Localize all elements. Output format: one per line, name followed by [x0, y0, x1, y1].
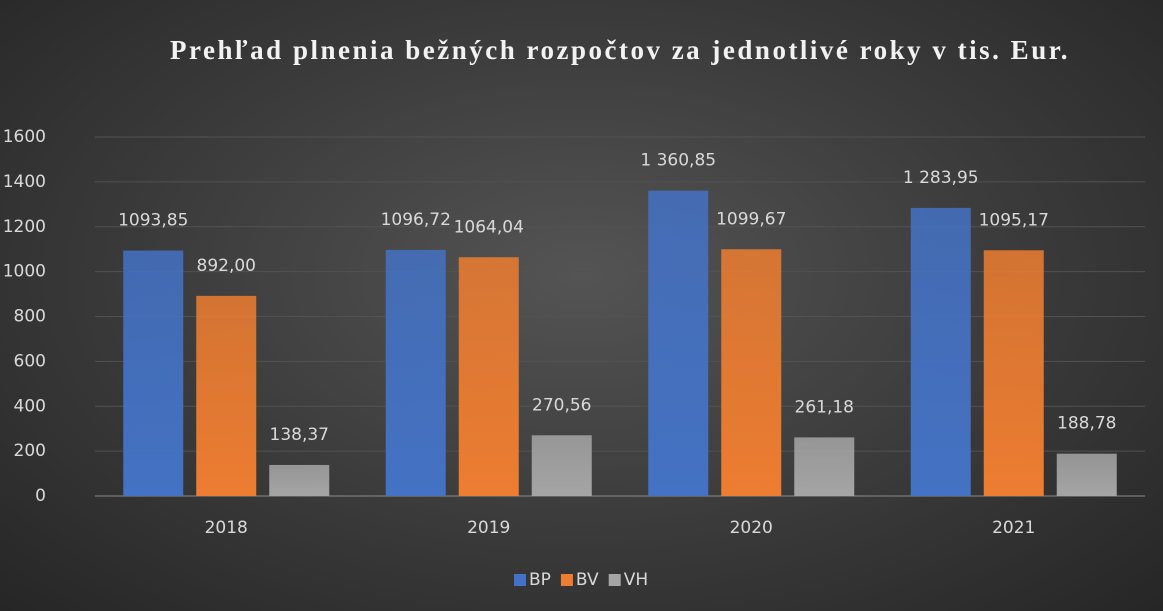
data-label: 1 283,95	[903, 168, 979, 188]
bar	[983, 250, 1044, 496]
bar	[196, 295, 257, 496]
bar	[531, 435, 592, 496]
bar	[123, 250, 184, 496]
x-tick-label: 2019	[467, 518, 510, 538]
legend-swatch	[560, 574, 573, 586]
data-label: 892,00	[197, 256, 256, 276]
y-tick-label: 600	[14, 351, 46, 371]
data-label: 270,56	[532, 395, 591, 415]
bar	[648, 190, 709, 496]
bar	[1056, 453, 1117, 496]
legend-label: BP	[529, 570, 551, 590]
data-label: 1093,85	[118, 211, 188, 231]
bar	[458, 257, 519, 496]
x-tick-label: 2020	[730, 518, 773, 538]
y-tick-label: 1600	[3, 127, 46, 147]
y-tick-label: 800	[14, 307, 46, 327]
legend-swatch	[608, 574, 621, 586]
data-label: 138,37	[270, 425, 329, 445]
y-tick-label: 200	[14, 441, 46, 461]
bar	[910, 207, 971, 497]
bar	[721, 249, 782, 496]
y-tick-label: 1200	[3, 217, 46, 237]
y-tick-label: 1000	[3, 262, 46, 282]
y-tick-label: 400	[14, 396, 46, 416]
data-label: 1 360,85	[640, 151, 716, 171]
bar	[794, 437, 855, 496]
bar	[385, 249, 446, 496]
data-label: 1095,17	[979, 210, 1049, 230]
data-label: 188,78	[1057, 414, 1116, 434]
data-label: 1099,67	[716, 209, 786, 229]
y-tick-label: 1400	[3, 172, 46, 192]
bar	[269, 464, 330, 496]
x-tick-label: 2018	[205, 518, 248, 538]
data-label: 1064,04	[454, 217, 524, 237]
legend-label: VH	[624, 570, 648, 590]
legend-swatch	[514, 574, 526, 586]
legend-label: BV	[576, 570, 599, 590]
y-tick-label: 0	[35, 486, 46, 506]
data-label: 261,18	[795, 397, 854, 417]
chart-title: Prehľad plnenia bežných rozpočtov za jed…	[170, 35, 1070, 65]
data-label: 1096,72	[381, 210, 451, 230]
x-tick-label: 2021	[992, 518, 1035, 538]
